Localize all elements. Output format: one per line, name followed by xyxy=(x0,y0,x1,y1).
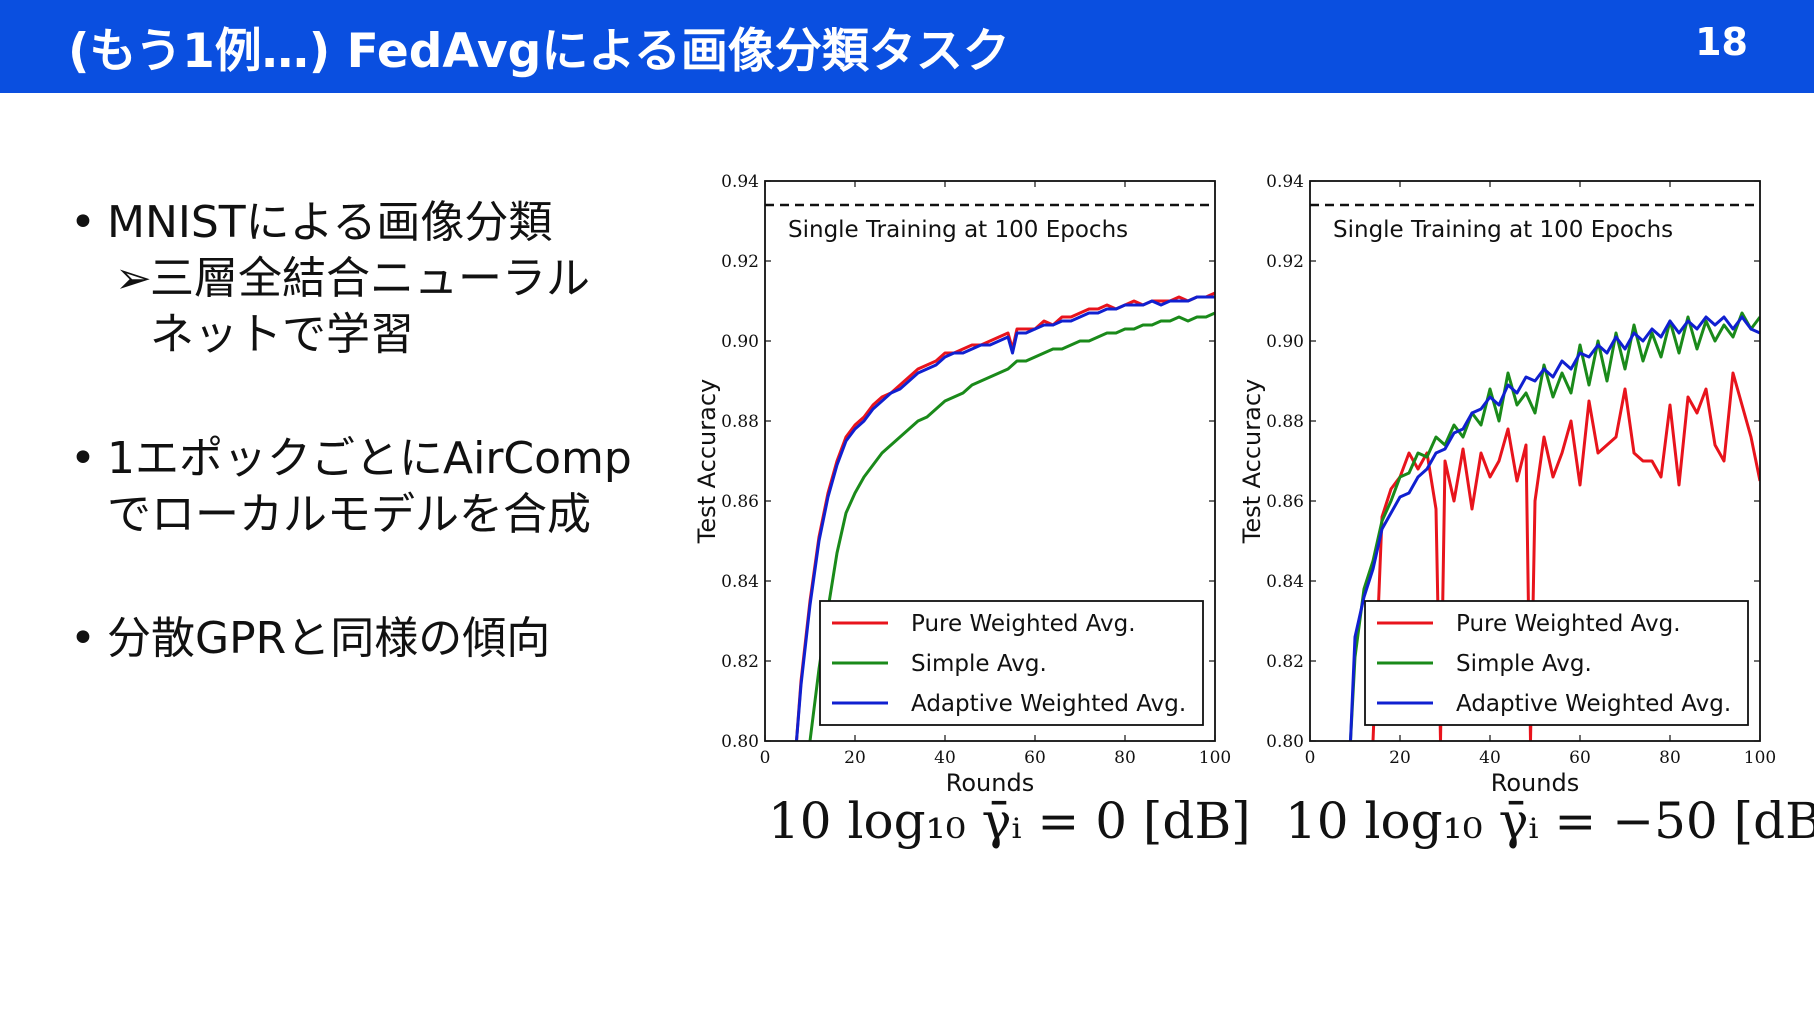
x-tick-label: 100 xyxy=(1199,748,1231,768)
y-tick-label: 0.92 xyxy=(721,252,759,272)
sub-bullet-line: 三層全結合ニューラル xyxy=(150,253,590,304)
bullet-dot: • xyxy=(70,613,96,664)
bullet-text: でローカルモデルを合成 xyxy=(107,489,591,540)
accuracy-chart-minus50db: 0.80 0.82 0.84 0.86 0.88 0.90 0.92 0.94 0 20 40 60 8… xyxy=(1238,172,1776,797)
x-tick-label: 100 xyxy=(1744,748,1776,768)
y-tick-label: 0.80 xyxy=(721,732,759,752)
bullet-text: 分散GPRと同様の傾向 xyxy=(107,613,551,664)
sub-bullet-item: ➢ 三層全結合ニューラル xyxy=(70,251,660,307)
y-tick-label: 0.90 xyxy=(1266,332,1304,352)
formula-minus50db: 10 log₁₀ γ̄ᵢ = −50 [dB] xyxy=(1285,792,1814,850)
y-tick-label: 0.94 xyxy=(721,172,759,192)
page-number: 18 xyxy=(1695,20,1748,64)
bullet-dot: • xyxy=(70,433,96,484)
bullet-item: • 分散GPRと同様の傾向 xyxy=(70,611,660,667)
slide-title: (もう1例…) FedAvgによる画像分類タスク xyxy=(68,24,1010,79)
x-tick-label: 40 xyxy=(934,748,956,768)
bullet-text: MNISTによる画像分類 xyxy=(107,197,553,248)
formula-0db: 10 log₁₀ γ̄ᵢ = 0 [dB] xyxy=(768,792,1251,850)
bullet-dot: • xyxy=(70,197,96,248)
y-axis-label: Test Accuracy xyxy=(693,379,721,544)
sub-bullet-item: ネットで学習 xyxy=(70,307,660,363)
legend-label: Pure Weighted Avg. xyxy=(911,611,1136,637)
series-line xyxy=(1349,311,1760,741)
y-tick-label: 0.94 xyxy=(1266,172,1304,192)
x-axis-label: Rounds xyxy=(946,769,1034,797)
x-tick-label: 0 xyxy=(760,748,771,768)
y-tick-label: 0.86 xyxy=(721,492,759,512)
sub-bullet-line: ネットで学習 xyxy=(150,309,414,360)
legend-label: Simple Avg. xyxy=(1456,651,1592,677)
bullet-text: 1エポックごとにAirComp xyxy=(107,433,632,484)
arrow-marker-icon: ➢ xyxy=(115,253,152,304)
series-line xyxy=(808,311,1215,741)
x-tick-label: 80 xyxy=(1114,748,1136,768)
y-tick-label: 0.80 xyxy=(1266,732,1304,752)
plot-area xyxy=(795,291,1215,741)
bullet-item: • MNISTによる画像分類 xyxy=(70,195,660,251)
bullet-item-continuation: でローカルモデルを合成 xyxy=(70,487,660,543)
bullet-item: • 1エポックごとにAirComp xyxy=(70,431,660,487)
y-tick-label: 0.82 xyxy=(1266,652,1304,672)
y-tick-label: 0.82 xyxy=(721,652,759,672)
x-tick-label: 40 xyxy=(1479,748,1501,768)
series-line xyxy=(1349,315,1760,741)
y-tick-label: 0.88 xyxy=(721,412,759,432)
x-tick-label: 20 xyxy=(844,748,866,768)
accuracy-chart-0db: 0.80 0.82 0.84 0.86 0.88 0.90 0.92 0.94 0 20 40 60 8… xyxy=(693,172,1231,797)
y-axis-label: Test Accuracy xyxy=(1238,379,1266,544)
bullet-list: • MNISTによる画像分類 ➢ 三層全結合ニューラル ネットで学習 • 1エポ… xyxy=(70,195,660,667)
legend-label: Adaptive Weighted Avg. xyxy=(911,691,1186,717)
plot-frame xyxy=(764,180,1216,742)
y-tick-label: 0.86 xyxy=(1266,492,1304,512)
x-tick-label: 0 xyxy=(1305,748,1316,768)
legend-label: Simple Avg. xyxy=(911,651,1047,677)
x-tick-label: 60 xyxy=(1024,748,1046,768)
plot-frame xyxy=(1309,180,1761,742)
y-tick-label: 0.90 xyxy=(721,332,759,352)
reference-line-label: Single Training at 100 Epochs xyxy=(1333,217,1673,243)
series-line xyxy=(795,295,1215,741)
x-tick-label: 80 xyxy=(1659,748,1681,768)
y-tick-label: 0.84 xyxy=(721,572,759,592)
legend-label: Pure Weighted Avg. xyxy=(1456,611,1681,637)
y-tick-label: 0.84 xyxy=(1266,572,1304,592)
slide-header: (もう1例…) FedAvgによる画像分類タスク 18 xyxy=(0,0,1814,93)
y-tick-label: 0.92 xyxy=(1266,252,1304,272)
x-tick-label: 20 xyxy=(1389,748,1411,768)
x-tick-label: 60 xyxy=(1569,748,1591,768)
x-axis-label: Rounds xyxy=(1491,769,1579,797)
reference-line-label: Single Training at 100 Epochs xyxy=(788,217,1128,243)
legend-label: Adaptive Weighted Avg. xyxy=(1456,691,1731,717)
y-tick-label: 0.88 xyxy=(1266,412,1304,432)
